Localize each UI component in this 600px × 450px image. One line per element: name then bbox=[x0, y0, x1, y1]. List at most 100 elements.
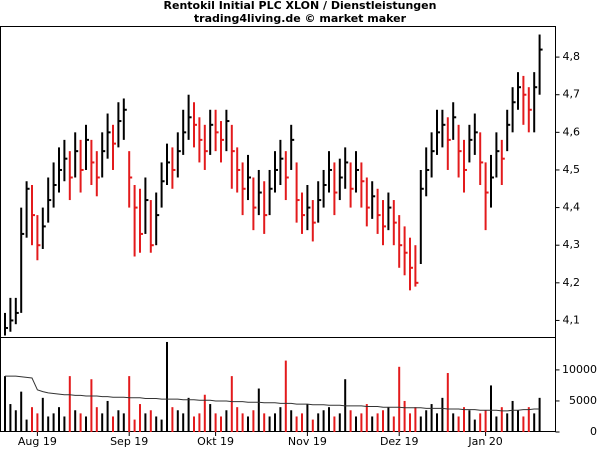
volume-bar bbox=[4, 376, 6, 432]
plot-frame bbox=[0, 26, 556, 432]
volume-bar bbox=[495, 416, 498, 432]
volume-bar bbox=[128, 376, 131, 432]
volume-bar bbox=[25, 419, 28, 432]
y-tick-label: 10000 bbox=[562, 363, 597, 376]
volume-bar bbox=[198, 413, 201, 432]
volume-bar bbox=[533, 413, 536, 432]
volume-bar bbox=[263, 413, 266, 432]
volume-bar bbox=[522, 416, 525, 432]
volume-bar bbox=[252, 410, 255, 432]
volume-bar bbox=[484, 410, 487, 432]
volume-bar bbox=[279, 407, 282, 432]
volume-bar bbox=[41, 397, 44, 432]
volume-bar bbox=[284, 360, 287, 432]
volume-bar bbox=[241, 413, 244, 432]
volume-bar bbox=[63, 416, 66, 432]
volume-bar bbox=[538, 397, 541, 432]
volume-bar bbox=[193, 416, 195, 432]
volume-bar bbox=[419, 416, 422, 432]
y-tick-label: 4,4 bbox=[563, 201, 581, 214]
y-tick-label: 5000 bbox=[569, 394, 597, 407]
volume-bar bbox=[203, 394, 206, 432]
volume-bar bbox=[182, 413, 185, 432]
x-tick-label: Okt 19 bbox=[197, 435, 234, 448]
chart-subtitle: trading4living.de © market maker bbox=[194, 12, 407, 25]
volume-bar bbox=[398, 366, 401, 432]
volume-bar bbox=[9, 404, 12, 432]
volume-bar bbox=[446, 373, 449, 432]
volume-bar bbox=[268, 416, 271, 432]
volume-bar bbox=[333, 416, 336, 432]
volume-bar bbox=[209, 404, 212, 432]
volume-bar bbox=[382, 410, 384, 432]
volume-bar bbox=[101, 413, 104, 432]
volume-bar bbox=[79, 413, 82, 432]
volume-bar bbox=[506, 413, 509, 432]
volume-bar bbox=[139, 404, 141, 432]
y-tick-label: 4,3 bbox=[563, 238, 581, 251]
volume-bar bbox=[133, 419, 136, 432]
volume-bar bbox=[355, 416, 357, 432]
y-tick-label: 4,6 bbox=[563, 125, 581, 138]
volume-bar bbox=[322, 410, 325, 432]
volume-bar bbox=[479, 413, 482, 432]
volume-bar bbox=[403, 400, 406, 432]
volume-bar bbox=[95, 407, 98, 432]
volume-bar bbox=[376, 413, 379, 432]
y-tick-label: 4,1 bbox=[563, 313, 581, 326]
volume-bar bbox=[306, 404, 309, 432]
y-tick-label: 4,8 bbox=[563, 50, 581, 63]
volume-bar bbox=[392, 416, 395, 432]
volume-bar bbox=[171, 407, 174, 432]
volume-bar bbox=[122, 413, 125, 432]
volume-bar bbox=[414, 407, 417, 432]
volume-bar bbox=[225, 410, 228, 432]
volume-bar bbox=[295, 416, 298, 432]
volume-bar bbox=[74, 410, 77, 432]
volume-bar bbox=[36, 413, 39, 432]
volume-bar bbox=[317, 413, 320, 432]
volume-bar bbox=[176, 410, 179, 432]
volume-bar bbox=[371, 416, 374, 432]
volume-bar bbox=[47, 416, 50, 432]
volume-bar bbox=[436, 413, 438, 432]
volume-bar bbox=[85, 416, 87, 432]
volume-bar bbox=[230, 376, 233, 432]
volume-bar bbox=[274, 413, 276, 432]
y-tick-label: 4,5 bbox=[563, 163, 581, 176]
volume-bar bbox=[52, 413, 55, 432]
volume-bar bbox=[517, 410, 519, 432]
volume-average bbox=[5, 375, 540, 412]
volume-bar bbox=[473, 419, 476, 432]
x-tick-label: Aug 19 bbox=[18, 435, 57, 448]
chart-title: Rentokil Initial PLC XLON / Dienstleistu… bbox=[164, 0, 437, 12]
volume-bar bbox=[387, 407, 390, 432]
volume-bar bbox=[257, 388, 260, 432]
x-tick-label: Sep 19 bbox=[110, 435, 148, 448]
volume-bar bbox=[247, 416, 249, 432]
volume-bar bbox=[144, 413, 147, 432]
volume-bar bbox=[149, 410, 152, 432]
x-tick-label: Jan 20 bbox=[467, 435, 502, 448]
volume-bar bbox=[365, 404, 368, 432]
y-tick-label: 0 bbox=[590, 425, 597, 438]
volume-bar bbox=[166, 341, 168, 432]
volume-bar bbox=[311, 419, 314, 432]
volume-bar bbox=[490, 385, 492, 432]
volume-bar bbox=[58, 407, 60, 432]
volume-bar bbox=[527, 407, 530, 432]
volume-bar bbox=[106, 400, 109, 432]
volume-bar bbox=[220, 416, 222, 432]
volume-bar bbox=[360, 413, 363, 432]
volume-bar bbox=[468, 410, 471, 432]
volume-bar bbox=[187, 397, 190, 432]
volume-bar bbox=[14, 410, 17, 432]
volume-bar bbox=[155, 416, 158, 432]
volume-bar bbox=[31, 407, 33, 432]
volume-bar bbox=[290, 410, 293, 432]
y-tick-label: 4,2 bbox=[563, 276, 581, 289]
volume-bar bbox=[117, 410, 120, 432]
volume-bar bbox=[500, 407, 503, 432]
volume-bar bbox=[214, 413, 217, 432]
